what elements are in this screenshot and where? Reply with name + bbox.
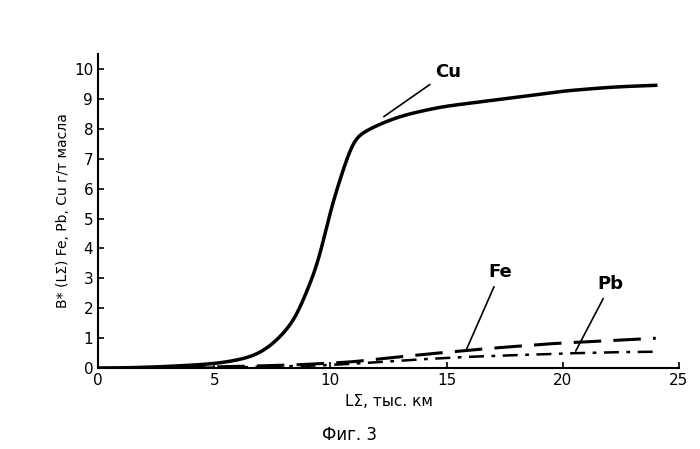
Text: Cu: Cu: [384, 63, 461, 117]
Y-axis label: B* (LΣ) Fe, Pb, Cu г/т масла: B* (LΣ) Fe, Pb, Cu г/т масла: [56, 114, 70, 308]
Text: Pb: Pb: [575, 275, 624, 351]
Text: Fe: Fe: [466, 264, 512, 350]
Text: Фиг. 3: Фиг. 3: [323, 426, 377, 444]
X-axis label: LΣ, тыс. км: LΣ, тыс. км: [344, 394, 433, 409]
